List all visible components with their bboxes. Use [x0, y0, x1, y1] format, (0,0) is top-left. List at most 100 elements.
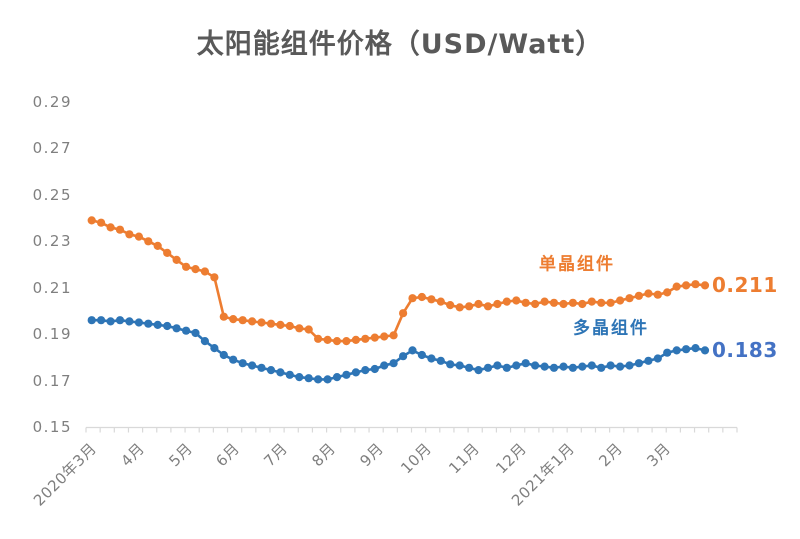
data-point [285, 321, 294, 331]
data-point [653, 290, 662, 299]
y-tick-label: 0.15 [32, 418, 72, 436]
data-point [521, 359, 530, 368]
data-point [493, 361, 502, 370]
data-point [200, 337, 209, 346]
data-point [625, 361, 634, 370]
data-point [125, 230, 134, 239]
data-point [417, 350, 426, 360]
data-point [191, 328, 200, 338]
data-point [512, 296, 521, 305]
data-point [172, 255, 181, 264]
data-point [625, 294, 634, 303]
data-point [446, 360, 455, 369]
data-point [210, 273, 219, 282]
data-point [531, 299, 540, 309]
y-tick-label: 0.25 [32, 185, 72, 204]
data-point [182, 262, 191, 271]
data-point [323, 335, 332, 344]
data-point [351, 368, 360, 377]
data-point [389, 359, 398, 368]
data-point [295, 324, 304, 333]
data-point [700, 346, 710, 355]
data-point [559, 362, 568, 371]
data-point [502, 297, 511, 306]
data-point [314, 334, 323, 343]
data-point [691, 280, 700, 289]
data-point [257, 363, 266, 372]
data-point [399, 352, 408, 361]
data-point [483, 363, 493, 372]
data-point [125, 317, 134, 326]
data-point [380, 332, 389, 341]
data-point [182, 326, 191, 335]
data-point [455, 361, 464, 370]
data-point [200, 267, 209, 276]
data-point [106, 317, 115, 326]
series-end-value-0: 0.211 [712, 273, 778, 298]
data-point [389, 331, 398, 340]
data-point [332, 337, 342, 346]
data-point [238, 359, 247, 368]
data-point [370, 364, 379, 374]
data-point [568, 363, 578, 372]
data-point [134, 318, 143, 327]
data-point [257, 318, 266, 327]
data-point [153, 320, 162, 329]
data-point [606, 298, 615, 307]
data-point [219, 350, 228, 360]
data-point [248, 361, 257, 370]
data-point [587, 297, 596, 306]
data-point [682, 281, 691, 290]
series-line-1 [87, 316, 710, 384]
data-point [408, 294, 417, 303]
data-point [323, 375, 332, 384]
y-tick-label: 0.21 [32, 278, 72, 297]
data-point [653, 354, 662, 363]
data-point [436, 356, 445, 365]
data-point [380, 361, 389, 370]
data-point [474, 366, 483, 375]
data-point [549, 363, 559, 372]
data-point [229, 355, 238, 364]
data-point [97, 218, 106, 227]
data-point [87, 316, 96, 325]
data-point [408, 346, 417, 355]
data-point [144, 237, 153, 246]
data-point [502, 363, 511, 372]
data-point [691, 344, 700, 353]
data-point [295, 373, 304, 382]
data-point [644, 356, 653, 365]
series-label-mono: 单晶组件 [539, 254, 615, 275]
y-tick-label: 0.27 [32, 139, 72, 158]
data-point [229, 315, 238, 324]
data-point [663, 288, 672, 297]
data-point [672, 282, 681, 291]
data-point [248, 317, 257, 326]
data-point [606, 361, 615, 370]
data-point [219, 312, 228, 321]
series-label-poly: 多晶组件 [573, 318, 649, 339]
data-point [568, 298, 578, 307]
y-tick-label: 0.17 [32, 371, 72, 390]
data-point [634, 291, 644, 300]
data-point [644, 289, 653, 298]
data-point [342, 370, 351, 379]
data-point [465, 363, 474, 372]
data-point [549, 298, 559, 307]
data-point [597, 298, 606, 307]
data-point [266, 366, 276, 375]
data-point [210, 344, 219, 353]
data-point [587, 361, 596, 370]
data-point [304, 325, 313, 334]
data-point [134, 232, 143, 241]
data-point [332, 373, 342, 382]
data-point [115, 225, 125, 234]
data-point [314, 375, 323, 384]
data-point [427, 354, 436, 363]
data-point [163, 248, 172, 257]
data-point [115, 316, 125, 325]
data-point [465, 302, 474, 311]
data-point [455, 303, 464, 312]
